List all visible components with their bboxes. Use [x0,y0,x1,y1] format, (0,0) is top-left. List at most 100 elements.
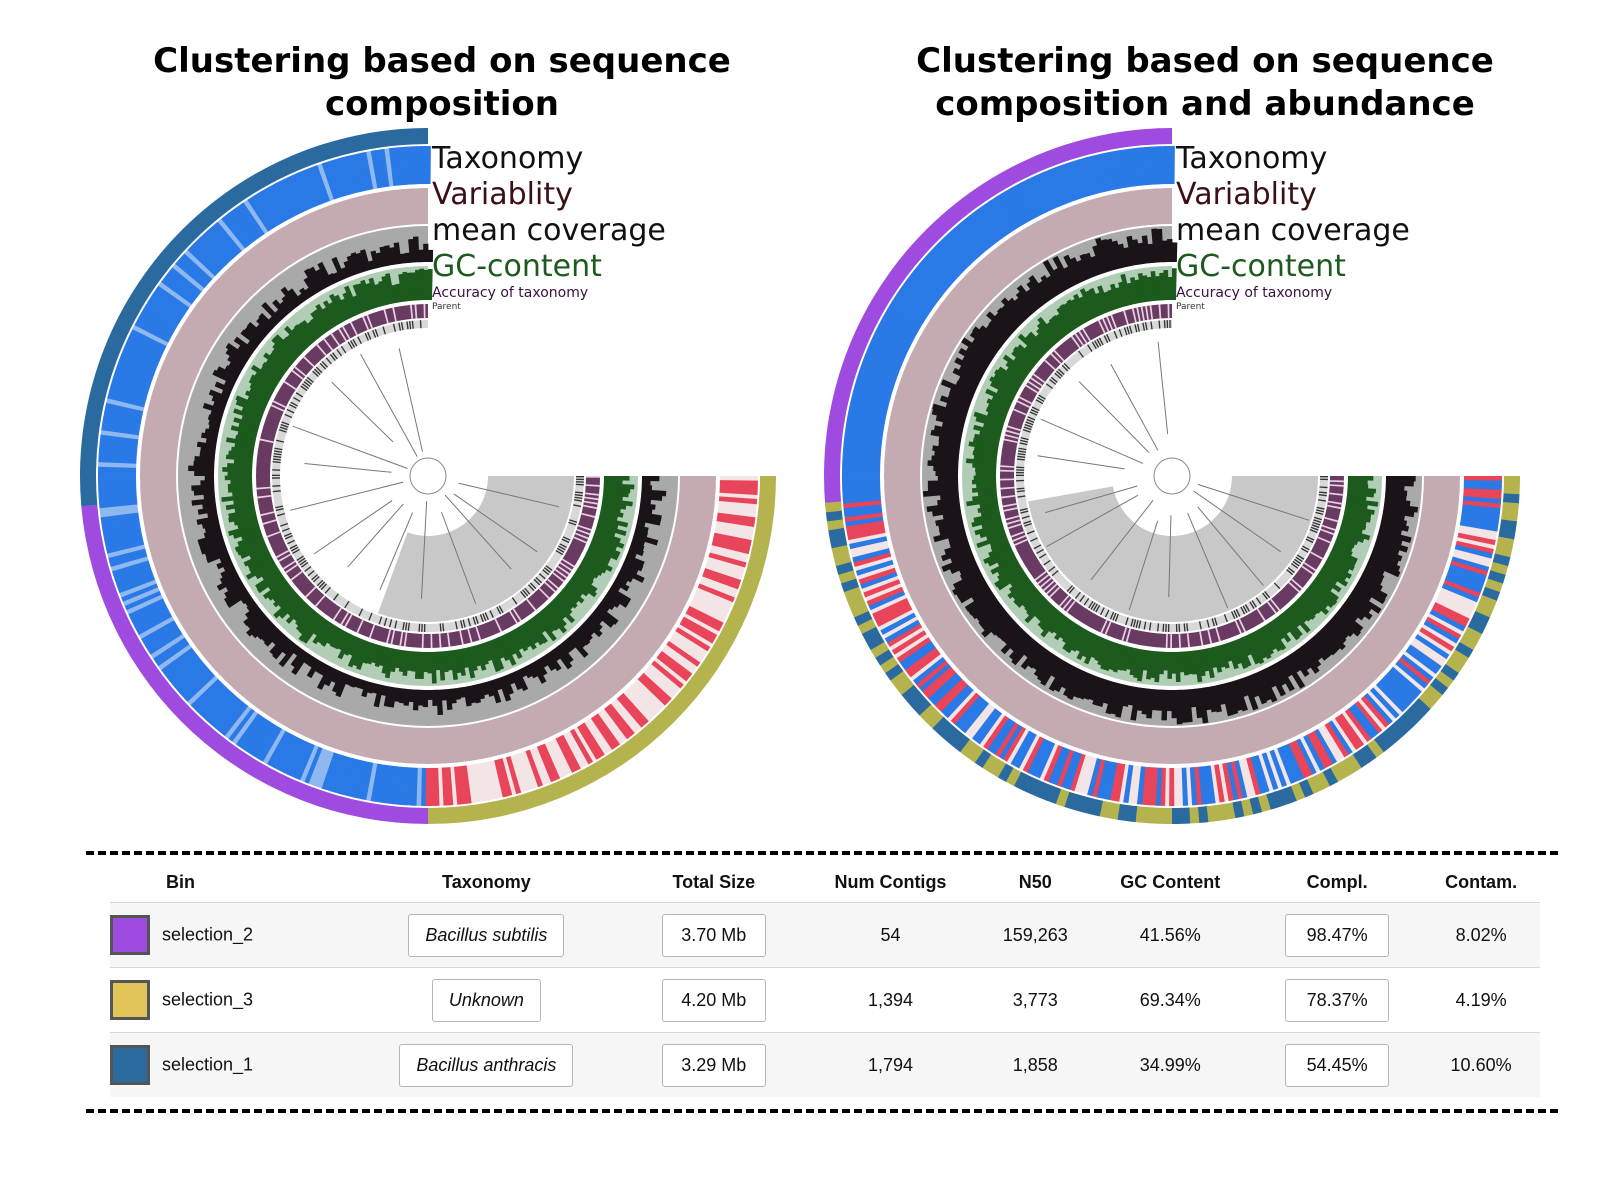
right-panel-title: Clustering based on sequence composition… [855,40,1555,126]
parent-tick [1319,491,1328,494]
gc-bar [537,611,556,633]
accuracy-tick [290,570,303,581]
parent-tick [1106,334,1111,342]
parent-tick [297,557,306,564]
total-size-field[interactable]: 3.70 Mb [661,913,766,957]
parent-tick [533,578,541,586]
accuracy-tick [1097,319,1106,334]
coverage-bar [603,594,621,608]
gc-bar [1309,582,1338,606]
bin-name[interactable]: selection_1 [162,1054,254,1075]
parent-tick [340,345,347,354]
parent-tick [575,483,584,486]
bin-color-swatch[interactable] [110,1045,150,1085]
taxonomy-tick [163,650,197,678]
taxonomy-tick [931,675,962,706]
bin-color-swatch[interactable] [110,915,150,955]
coverage-bar [335,673,350,698]
tree-branch [453,493,538,553]
gc-bar [596,523,627,536]
compl-field[interactable]: 54.45% [1285,1043,1390,1087]
bin-ring-segment [1021,775,1037,794]
gc-bar [1117,645,1129,671]
taxonomy-tick [874,328,911,350]
taxonomy-tick [180,669,213,699]
coverage-bar [613,579,630,592]
gc-bar [1009,573,1028,587]
parent-tick [292,396,301,402]
taxonomy-tick [246,720,272,755]
taxonomy-tick [1400,654,1434,682]
bin-ring-segment [1337,759,1354,778]
taxonomy-tick [1444,575,1483,594]
coverage-bar [1339,605,1359,622]
parent-tick [275,439,285,443]
parent-tick [305,378,313,385]
gc-bar [1008,576,1030,593]
taxonomy-tick [200,233,230,265]
coverage-bar [586,615,603,631]
parent-tick [1175,623,1178,632]
bin-color-swatch[interactable] [110,980,150,1020]
taxonomy-tick [866,345,904,365]
taxonomy-tick [136,316,173,339]
coverage-bar [1383,502,1419,513]
taxonomy-tick [98,483,137,490]
taxonomy-tick [848,406,887,420]
taxonomy-field[interactable]: Bacillus anthracis [399,1043,574,1087]
coverage-bar [194,470,215,476]
tree-branch [441,511,477,604]
taxonomy-tick [498,758,513,797]
compl-field[interactable]: 98.47% [1285,913,1390,957]
gc-bar [224,475,253,481]
total-size-field[interactable]: 4.20 Mb [661,978,766,1022]
parent-tick [284,535,293,540]
total-size-field[interactable]: 3.29 Mb [661,1043,766,1087]
accuracy-tick [1136,307,1141,322]
compl-field[interactable]: 78.37% [1285,978,1390,1022]
gc-bar [1037,316,1061,343]
gc-bar [972,494,998,502]
parent-tick [1051,570,1059,577]
taxonomy-tick [937,681,968,712]
parent-tick [272,458,281,461]
taxonomy-field[interactable]: Bacillus subtilis [408,913,565,957]
tree-branch [1197,506,1264,587]
parent-tick [1098,337,1104,346]
gc-bar [301,319,319,341]
gc-bar [1341,519,1367,531]
taxonomy-tick [1078,158,1094,196]
coverage-bar [1167,239,1173,263]
taxonomy-tick [494,759,508,798]
right-label-taxonomy: Taxonomy [1175,141,1327,176]
gc-bar [381,276,392,305]
taxonomy-tick [1348,706,1376,740]
bin-name[interactable]: selection_3 [162,989,254,1010]
taxonomy-tick [506,756,522,794]
parent-tick [498,605,504,614]
taxonomy-field[interactable]: Unknown [431,978,541,1022]
left-label-gc-content: GC-content [432,249,602,284]
taxonomy-tick [339,156,354,195]
gc-bar [1079,296,1095,321]
taxonomy-tick [411,146,419,185]
taxonomy-tick [365,762,378,801]
tree-branch [1157,341,1169,435]
tree-branch [313,500,393,555]
bin-name[interactable]: selection_2 [162,924,254,945]
gc-bar [329,293,347,322]
gc-bar [274,334,300,359]
gc-bar [1048,317,1066,339]
parent-tick [333,593,339,601]
coverage-bar [1342,601,1365,621]
taxonomy-tick [117,575,156,594]
coverage-bar [950,550,974,564]
taxonomy-tick [242,717,269,753]
taxonomy-tick [925,253,957,283]
gc-bar [260,365,282,382]
taxonomy-tick [169,656,202,685]
header-n50: N50 [1018,871,1052,892]
gc-bar [1219,644,1230,669]
taxonomy-tick [995,194,1020,230]
parent-tick [1066,585,1073,592]
